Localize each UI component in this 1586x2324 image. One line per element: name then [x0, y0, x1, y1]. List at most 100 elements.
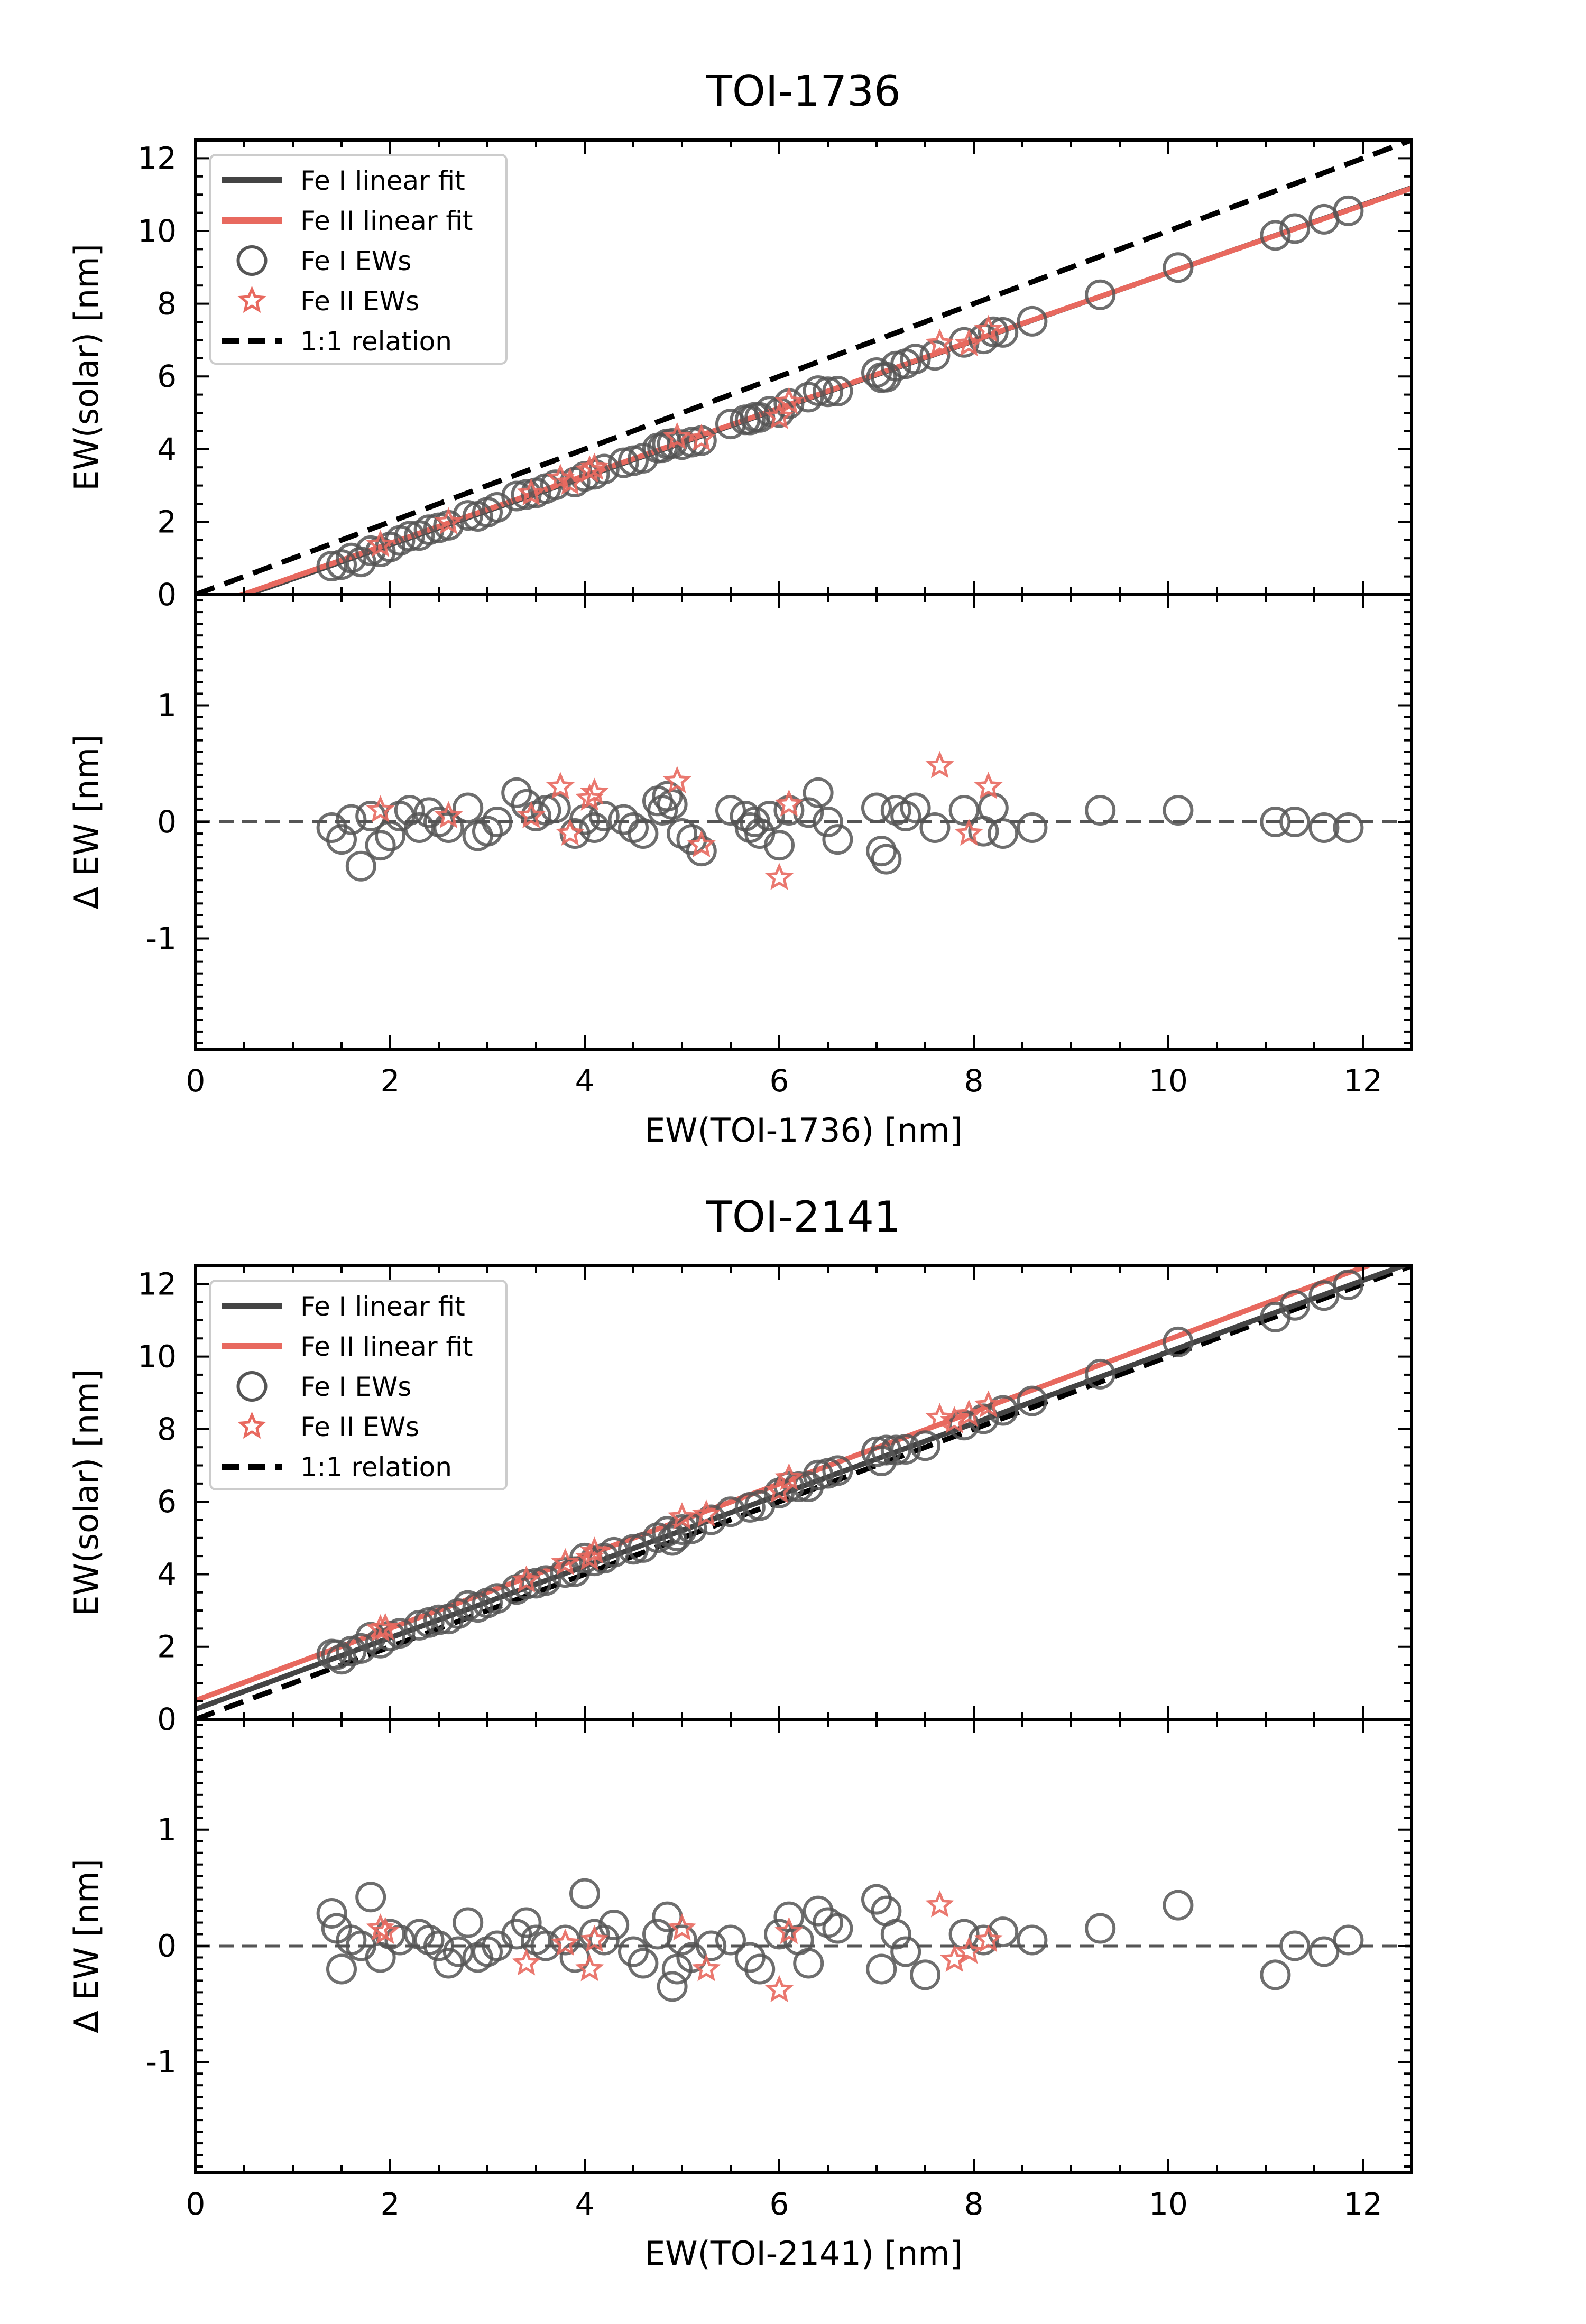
fe1-residual-point [803, 777, 834, 808]
fe2-residual-point [662, 766, 691, 793]
top-panel-plot-area [196, 140, 1412, 595]
fe1-residual-point [1308, 812, 1340, 844]
fe1-residual-point [715, 1924, 746, 1956]
fe1-ew-point [1279, 213, 1311, 244]
fe1-residual-point [871, 844, 902, 875]
fe1-residual-point [453, 1907, 484, 1938]
fe1-residual-point [628, 1948, 659, 1979]
fe2-ew-point [774, 1463, 804, 1490]
fe1-residual-point [345, 850, 376, 882]
fe2-residual-point [575, 783, 604, 811]
fe1-residual-point [744, 1953, 776, 1985]
x-tick-label: 8 [964, 1063, 984, 1099]
fe1-ew-point [501, 480, 532, 512]
fe2-ew-point [692, 1499, 721, 1527]
one-to-one-line [196, 1266, 1412, 1719]
y-tick-label-top: 6 [157, 1484, 177, 1520]
x-tick-label: 2 [381, 2186, 400, 2222]
fe2-ew-point [687, 423, 716, 451]
bottom-panel-plot-area [196, 1878, 1412, 2003]
fe1-residual-point [793, 1948, 824, 1979]
fe1-ew-point [803, 1459, 834, 1490]
x-tick-label: 12 [1343, 1063, 1382, 1099]
fe1-residual-point [754, 800, 785, 831]
fe2-ew-point [366, 530, 395, 557]
fe1-residual-point [813, 807, 843, 837]
fe1-residual-point [394, 794, 425, 826]
top-panel-plot-area [196, 1266, 1412, 1719]
legend-label-fe2-pts: Fe II EWs [300, 286, 419, 317]
x-tick-label: 10 [1149, 1063, 1188, 1099]
fe1-residual-point [773, 794, 805, 826]
fe1-ew-point [988, 317, 1019, 348]
x-tick-label: 12 [1343, 2186, 1382, 2222]
y-tick-label-top: 8 [157, 286, 177, 322]
legend-fe2-point-swatch [237, 285, 266, 313]
y-tick-label-top: 4 [157, 431, 177, 467]
fe1-residual-point [355, 1882, 386, 1913]
fe2-ew-point [974, 314, 1003, 342]
fe1-ew-point [1017, 1385, 1048, 1416]
fe1-ew-point [1085, 1358, 1116, 1390]
fe2-ew-point [668, 1502, 696, 1530]
fe1-ew-point [316, 551, 347, 582]
fe2-residual-point [556, 818, 585, 846]
fe2-residual-point [434, 801, 463, 829]
fe1-residual-point [316, 1897, 347, 1929]
y-tick-label-top: 2 [157, 504, 177, 540]
bottom-panel-plot-area [196, 751, 1412, 890]
fe1-ew-point [1333, 195, 1364, 226]
y-tick-label-bottom: 1 [157, 1812, 177, 1848]
fe1-ew-point [355, 535, 386, 566]
fe2-residual-point [366, 795, 395, 822]
fe1-ew-point [482, 1583, 513, 1614]
legend-label-fe1-pts: Fe I EWs [300, 246, 411, 276]
fe1-residual-point [433, 812, 464, 844]
fe1-residual-point [404, 812, 435, 844]
fe1-residual-point [472, 816, 503, 847]
x-tick-label: 8 [964, 2186, 984, 2222]
fe2-ew-point [765, 402, 794, 429]
y-axis-label-bottom: Δ EW [nm] [67, 735, 106, 909]
fe2-ew-point [517, 478, 546, 506]
legend: Fe I linear fit Fe II linear fit Fe I EWs F… [209, 154, 508, 365]
fe1-residual-point [1017, 1924, 1048, 1956]
fe2-residual-point [691, 1953, 721, 1982]
fe1-residual-point [1279, 1930, 1311, 1961]
fe2-ew-point [925, 1403, 954, 1430]
fe1-residual-point [822, 1913, 853, 1944]
fe1-residual-point [326, 1953, 357, 1985]
legend-label-one-to-one: 1:1 relation [300, 1452, 452, 1483]
fe1-ew-point [1279, 1290, 1311, 1321]
fe1-residual-point [715, 794, 746, 826]
fe1-ew-point [696, 1504, 727, 1535]
x-axis-label: EW(TOI-2141) [nm] [644, 2234, 963, 2273]
y-tick-label-top: 2 [157, 1629, 177, 1665]
fe1-ew-point [1017, 305, 1048, 337]
fe1-ew-point [1260, 220, 1291, 251]
x-tick-label: 2 [381, 1063, 400, 1099]
fe2-ew-point [575, 1543, 604, 1570]
fe1-ew-point [442, 1598, 474, 1629]
fe2-ew-point [580, 452, 609, 480]
fe2-residual-point [954, 1937, 983, 1964]
ticks-group [195, 139, 1413, 1049]
fe1-residual-point [588, 1924, 620, 1956]
fe1-residual-point [1085, 794, 1116, 826]
fe1-residual-point [822, 824, 853, 855]
fe1-residual-point [642, 1919, 673, 1950]
fe1-ew-point [657, 428, 688, 459]
one-to-one-line [196, 140, 1412, 595]
fe2-ew-point [580, 1536, 609, 1564]
fe1-residual-point [657, 1971, 688, 2002]
fe1-ew-point [890, 1433, 921, 1465]
fe2-residual-point [954, 818, 983, 846]
fe1-residual-point [550, 1924, 581, 1956]
y-tick-label-top: 8 [157, 1411, 177, 1447]
ticks-group [195, 1265, 1413, 2172]
fe1-residual-point [482, 807, 513, 837]
fe1-residual-point [598, 1909, 630, 1940]
y-tick-label-top: 10 [137, 213, 177, 249]
chart-toi-1736: TOI-1736 0 2 4 6 8 10 12 0 2 4 6 8 10 12 -1 0 1 EW(TOI-173… [67, 67, 1413, 1150]
